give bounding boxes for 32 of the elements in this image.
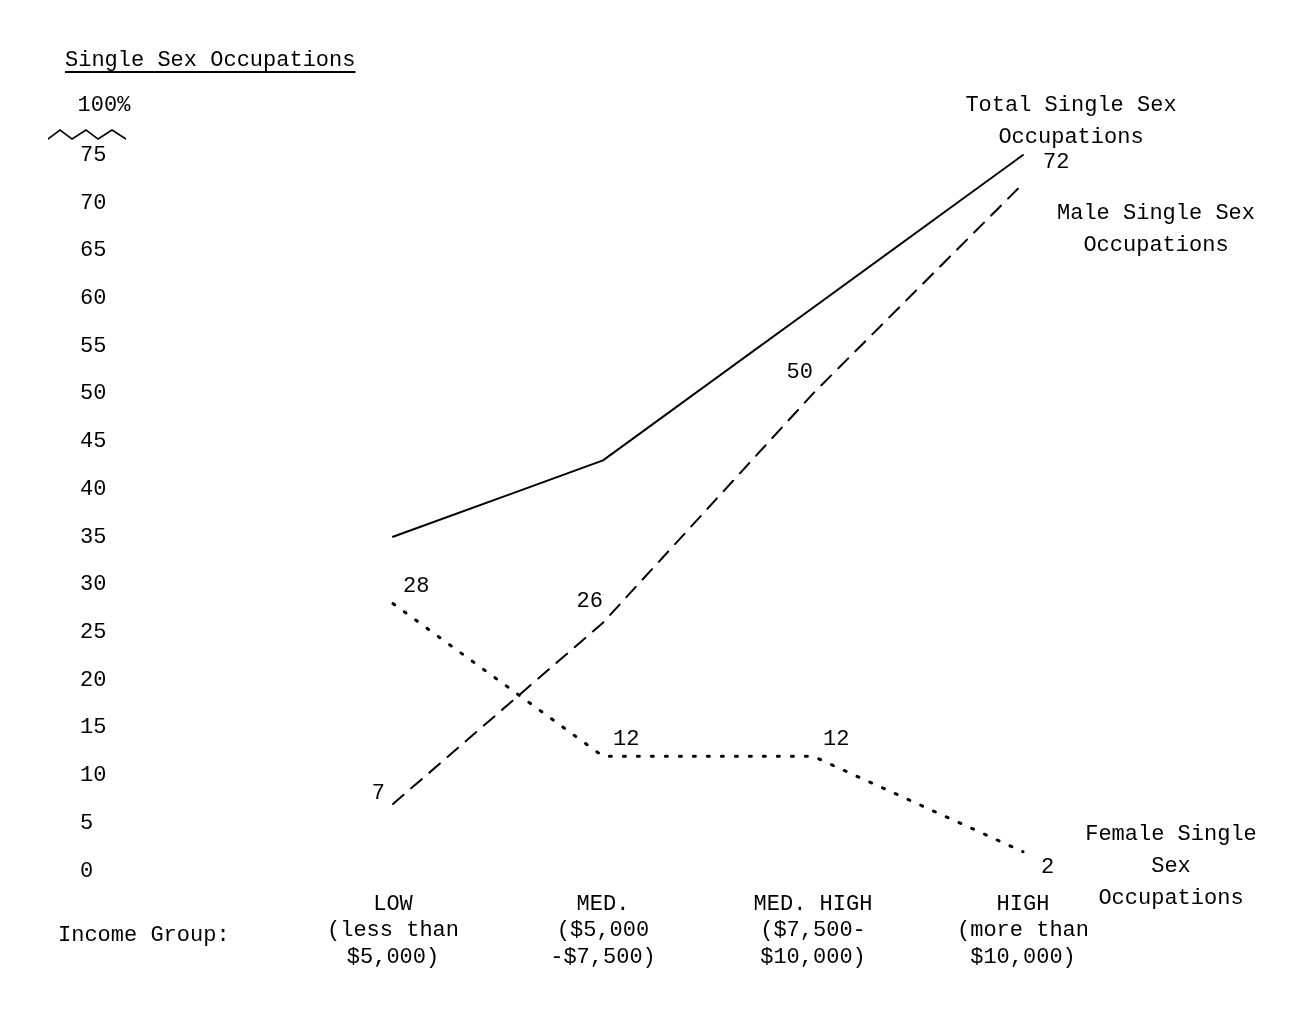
data-label: 2 [1041,854,1055,880]
data-label: 50 [786,360,813,386]
data-label: 72 [1043,150,1070,176]
data-label: 26 [576,589,603,615]
x-axis-title: Income Group: [58,922,230,948]
y-tick-label: 15 [80,715,107,741]
y-axis-title: Single Sex Occupations [65,48,356,73]
y-tick-label: 25 [80,620,107,646]
x-tick-label: MED. ($5,000 -$7,500) [550,891,656,970]
data-label: 28 [403,574,430,600]
y-tick-label: 35 [80,524,107,550]
y-tick-label: 30 [80,572,107,598]
series-label: Total Single Sex Occupations [965,92,1177,150]
y-tick-label: 60 [80,285,107,311]
y-tick-label: 10 [80,763,107,789]
y-tick-label: 45 [80,429,107,455]
y-tick-label: 0 [80,858,94,884]
y-tick-label: 40 [80,476,107,502]
x-tick-label: LOW (less than $5,000) [326,891,460,970]
y-tick-label: 20 [80,667,107,693]
text: 100% [77,92,132,118]
y-tick-label: 55 [80,333,107,359]
data-label: 12 [823,727,850,753]
y-tick-label: 65 [80,238,107,264]
y-tick-label: 75 [80,142,107,168]
y-tick-label: 50 [80,381,107,407]
series-label: Male Single Sex Occupations [1056,201,1256,259]
data-label: 12 [613,727,640,753]
x-tick-label: MED. HIGH ($7,500- $10,000) [753,891,873,970]
y-tick-label: 5 [80,810,94,836]
y-tick-label: 70 [80,190,107,216]
data-label: 7 [371,780,385,806]
